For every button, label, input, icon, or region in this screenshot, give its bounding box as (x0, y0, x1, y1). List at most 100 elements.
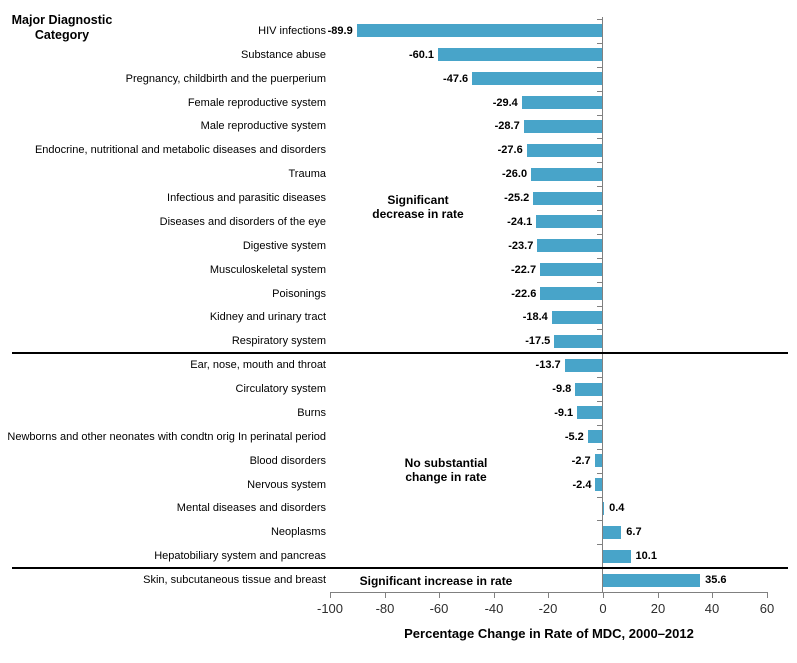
value-label: -89.9 (327, 24, 353, 37)
annotation: No substantial change in rate (405, 456, 488, 484)
value-label: -13.7 (535, 359, 561, 372)
value-label: -2.4 (572, 478, 592, 491)
group-divider (12, 352, 788, 355)
category-label: Nervous system (247, 478, 326, 491)
x-tick-label: -100 (316, 601, 344, 616)
x-axis-title: Percentage Change in Rate of MDC, 2000–2… (404, 626, 694, 641)
category-axis-tick (597, 520, 602, 522)
category-axis-tick (597, 496, 602, 498)
category-label: HIV infections (258, 24, 326, 37)
category-axis-tick (597, 305, 602, 307)
category-axis-tick (597, 424, 602, 426)
annotation-line: No substantial (404, 456, 488, 470)
category-axis-tick (597, 448, 602, 450)
category-axis-tick (597, 162, 602, 164)
value-label: -60.1 (408, 48, 435, 61)
value-label: -22.7 (511, 263, 537, 276)
category-label: Respiratory system (231, 335, 326, 348)
bar (603, 501, 605, 515)
category-label: Diseases and disorders of the eye (159, 215, 326, 228)
category-label: Pregnancy, childbirth and the puerperium (125, 72, 326, 85)
bar (533, 191, 602, 205)
bar (536, 215, 602, 229)
annotation: Significant decrease in rate (372, 193, 463, 221)
category-axis-tick (597, 544, 602, 546)
value-axis-tick (658, 592, 659, 598)
annotation-line: decrease in rate (372, 207, 464, 221)
category-label: Female reproductive system (187, 96, 326, 109)
value-label: -9.8 (552, 383, 572, 396)
value-label: -27.6 (497, 144, 523, 157)
x-tick-label: 0 (599, 601, 607, 616)
value-axis-tick (712, 592, 713, 598)
bar (603, 525, 622, 539)
value-label: -28.7 (494, 120, 520, 133)
category-axis-tick (597, 472, 602, 474)
category-axis-tick (597, 42, 602, 44)
value-label: -9.1 (554, 406, 574, 419)
annotation-line: change in rate (405, 470, 487, 484)
bar (564, 358, 602, 372)
category-axis-tick (597, 329, 602, 331)
category-axis-tick (597, 281, 602, 283)
x-tick-label: -80 (375, 601, 395, 616)
value-label: -29.4 (492, 96, 518, 109)
bar (523, 119, 602, 133)
annotation: Significant increase in rate (360, 574, 513, 588)
value-axis-tick (767, 592, 768, 598)
value-label: -22.6 (511, 287, 537, 300)
value-axis-tick (548, 592, 549, 598)
category-label: Substance abuse (240, 48, 326, 61)
category-axis-tick (597, 210, 602, 211)
category-label: Burns (297, 406, 326, 419)
bar (551, 310, 602, 324)
x-tick-label: 20 (650, 601, 666, 616)
bar (438, 48, 602, 62)
value-axis-tick (330, 592, 331, 598)
bar (521, 96, 602, 110)
value-label: -23.7 (508, 239, 534, 252)
category-label: Ear, nose, mouth and throat (190, 359, 326, 372)
bar (594, 454, 602, 468)
value-label: 35.6 (705, 574, 727, 587)
bar (595, 478, 602, 492)
value-label: 0.4 (609, 502, 625, 515)
x-tick-label: -20 (538, 601, 558, 616)
bar (603, 549, 631, 563)
category-label: Skin, subcutaneous tissue and breast (143, 574, 326, 587)
category-label: Infectious and parasitic diseases (167, 192, 326, 205)
x-tick-label: -40 (484, 601, 504, 616)
annotation-line: Significant increase in rate (359, 574, 513, 588)
bar (356, 24, 602, 38)
group-divider (12, 567, 788, 570)
value-label: -17.5 (525, 335, 551, 348)
category-label: Kidney and urinary tract (209, 311, 326, 324)
value-axis-tick (603, 592, 604, 598)
category-label: Trauma (288, 168, 327, 181)
bar (587, 430, 602, 444)
category-axis-tick (597, 138, 602, 140)
category-label: Male reproductive system (200, 120, 326, 133)
value-axis-tick (494, 592, 495, 598)
bar (526, 143, 602, 157)
value-label: 10.1 (635, 550, 657, 563)
value-label: -18.4 (522, 311, 548, 324)
value-label: -26.0 (501, 168, 528, 181)
bar (577, 406, 602, 420)
category-axis-tick (597, 66, 602, 68)
value-label: -24.1 (507, 215, 533, 228)
category-axis-title: Major Diagnostic Category (11, 13, 113, 42)
value-label: -47.6 (443, 72, 469, 85)
bar (554, 334, 602, 348)
bar (575, 382, 602, 396)
x-tick-label: 40 (704, 601, 720, 616)
bar (540, 263, 602, 277)
category-label: Circulatory system (235, 383, 326, 396)
category-label: Endocrine, nutritional and metabolic dis… (34, 144, 326, 157)
category-label: Digestive system (242, 239, 326, 252)
bar (531, 167, 602, 181)
category-label: Blood disorders (249, 454, 326, 467)
category-axis-tick (597, 114, 602, 116)
category-axis-tick (597, 257, 602, 259)
